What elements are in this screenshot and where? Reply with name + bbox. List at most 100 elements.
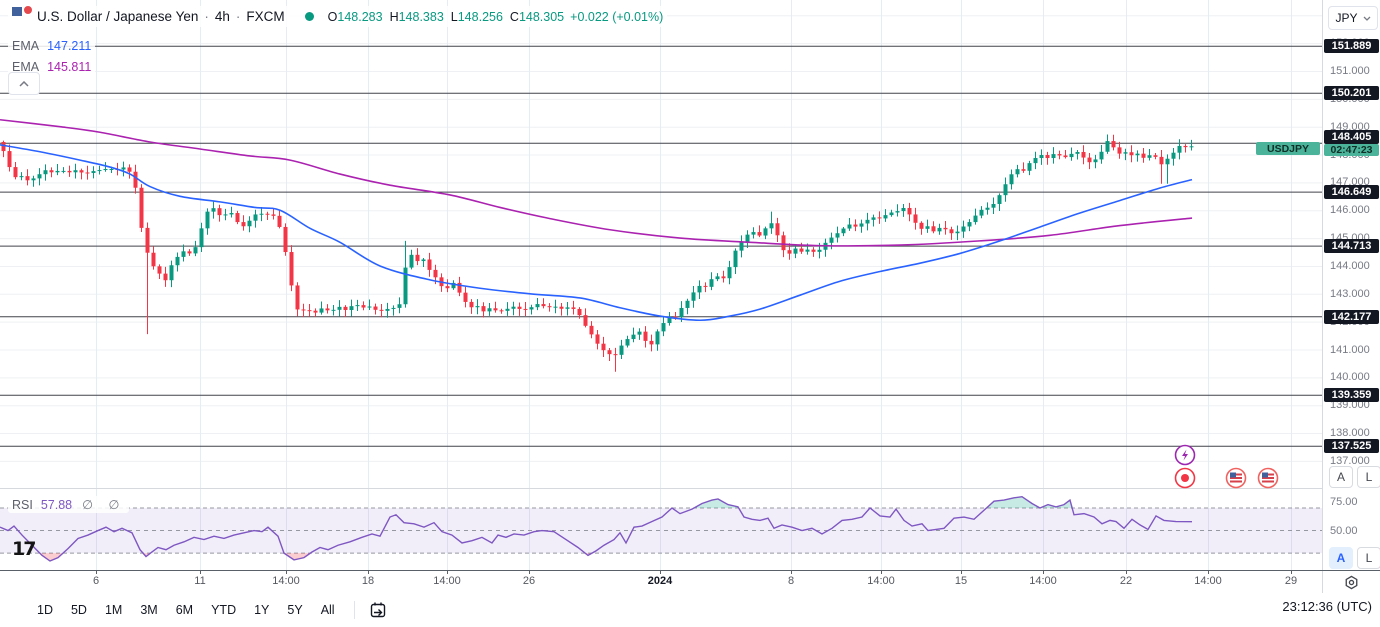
rsi-log-scale-button[interactable]: L bbox=[1357, 547, 1380, 569]
candlestick bbox=[1015, 164, 1020, 178]
toolbar-divider bbox=[353, 601, 355, 619]
candlestick bbox=[91, 166, 96, 179]
candlestick bbox=[847, 217, 852, 231]
range-button-all[interactable]: All bbox=[320, 603, 335, 617]
time-tick-mark bbox=[881, 571, 882, 574]
rsi-axis-label: 75.00 bbox=[1330, 496, 1358, 509]
range-button-5y[interactable]: 5Y bbox=[287, 603, 303, 617]
range-button-1y[interactable]: 1Y bbox=[254, 603, 270, 617]
candlestick bbox=[457, 276, 462, 297]
range-toolbar: 1D 5D 1M 3M 6M YTD 1Y 5Y All bbox=[0, 593, 1380, 627]
candlestick bbox=[463, 286, 468, 308]
time-tick-label: 22 bbox=[1119, 575, 1133, 587]
candlestick bbox=[277, 210, 282, 229]
us-flag-icon[interactable] bbox=[1225, 467, 1247, 489]
record-icon[interactable] bbox=[1174, 467, 1196, 489]
candlestick bbox=[493, 301, 498, 313]
ema-slow-legend[interactable]: EMA 145.811 bbox=[8, 59, 96, 75]
candlestick bbox=[355, 299, 360, 312]
candlestick bbox=[511, 301, 516, 316]
candlestick bbox=[139, 184, 144, 232]
candlestick bbox=[1165, 154, 1170, 184]
rsi-empty-values: ∅ ∅ bbox=[82, 498, 126, 512]
auto-scale-button[interactable]: A bbox=[1329, 466, 1353, 488]
candlestick bbox=[763, 226, 768, 240]
time-axis[interactable]: 6 11 14:00 18 14:00 26 2024 8 14:00 15 14:00 22 14:0… bbox=[0, 570, 1380, 594]
time-tick-label: 14:00 bbox=[1194, 575, 1222, 587]
candlestick bbox=[1135, 150, 1140, 162]
candlestick bbox=[1141, 147, 1146, 163]
candlestick bbox=[1087, 152, 1092, 170]
price-axis-label: 141.000 bbox=[1330, 343, 1370, 356]
time-tick-label: 6 bbox=[92, 575, 100, 587]
time-tick-mark bbox=[791, 571, 792, 574]
time-tick-mark bbox=[1043, 571, 1044, 574]
candlestick bbox=[391, 305, 396, 316]
candlestick bbox=[289, 245, 294, 292]
candlestick bbox=[151, 246, 156, 270]
candlestick bbox=[865, 212, 870, 231]
us-flag-icon[interactable] bbox=[1257, 467, 1279, 489]
candlestick bbox=[997, 193, 1002, 211]
ema-slow-value: 145.811 bbox=[47, 60, 92, 74]
currency-toggle-button[interactable]: JPY bbox=[1328, 6, 1378, 30]
candlestick bbox=[253, 209, 258, 228]
candlestick bbox=[133, 164, 138, 194]
rsi-pane-canvas[interactable] bbox=[0, 488, 1322, 570]
candlestick bbox=[409, 249, 414, 270]
log-scale-button[interactable]: L bbox=[1357, 466, 1380, 488]
time-tick-mark bbox=[660, 571, 661, 574]
pane-separator[interactable] bbox=[0, 488, 1322, 489]
candlestick bbox=[619, 339, 624, 360]
rsi-line bbox=[0, 495, 1193, 562]
range-button-1m[interactable]: 1M bbox=[104, 603, 123, 617]
ema-fast-legend[interactable]: EMA 147.211 bbox=[8, 38, 96, 54]
candlestick bbox=[205, 208, 210, 235]
candlestick bbox=[505, 302, 510, 316]
range-button-ytd[interactable]: YTD bbox=[211, 603, 237, 617]
price-level-badge: 142.177 bbox=[1324, 309, 1379, 324]
symbol-legend[interactable]: U.S. Dollar / Japanese Yen · 4h · FXCM O… bbox=[8, 5, 668, 27]
price-level-badge: 148.405 bbox=[1324, 130, 1379, 145]
price-axis[interactable]: JPY A L A L 152.000151.000150.000149.000… bbox=[1322, 0, 1380, 570]
rsi-legend[interactable]: RSI 57.88 ∅ ∅ bbox=[8, 496, 130, 513]
candlestick bbox=[1105, 134, 1110, 154]
collapse-legend-button[interactable] bbox=[8, 72, 40, 95]
range-button-5d[interactable]: 5D bbox=[70, 603, 87, 617]
range-button-6m[interactable]: 6M bbox=[175, 603, 194, 617]
range-button-3m[interactable]: 3M bbox=[140, 603, 158, 617]
candlestick bbox=[349, 299, 354, 317]
rsi-value: 57.88 bbox=[40, 497, 73, 512]
rsi-auto-scale-button[interactable]: A bbox=[1329, 547, 1353, 569]
candlestick bbox=[1021, 162, 1026, 173]
candlestick bbox=[565, 302, 570, 316]
candlestick bbox=[883, 209, 888, 222]
lightning-icon[interactable] bbox=[1174, 444, 1196, 466]
usdjpy-pair-icon bbox=[12, 5, 33, 26]
candlestick bbox=[241, 215, 246, 231]
candlestick bbox=[247, 216, 252, 233]
candlestick bbox=[145, 222, 150, 335]
axis-settings-corner[interactable] bbox=[1322, 571, 1380, 594]
separator-dot: · bbox=[204, 9, 209, 24]
ohlc-values: O148.283 H148.383 L148.256 C148.305 bbox=[327, 9, 565, 24]
candlestick bbox=[25, 169, 30, 186]
candlestick bbox=[1, 140, 6, 158]
candlestick bbox=[553, 299, 558, 314]
candlestick bbox=[787, 243, 792, 260]
candlestick bbox=[559, 303, 564, 316]
go-to-date-button[interactable] bbox=[365, 598, 391, 622]
candlestick bbox=[337, 300, 342, 317]
candlestick bbox=[925, 219, 930, 233]
time-tick-label: 14:00 bbox=[1029, 575, 1057, 587]
candlestick bbox=[877, 211, 882, 224]
price-pane-canvas[interactable] bbox=[0, 0, 1322, 488]
range-button-1d[interactable]: 1D bbox=[37, 603, 53, 617]
candlestick bbox=[55, 163, 60, 176]
candlestick bbox=[601, 336, 606, 357]
bar-countdown-label: 02:47:23 bbox=[1324, 144, 1379, 157]
candlestick bbox=[793, 245, 798, 259]
exchange-clock[interactable]: 23:12:36 (UTC) bbox=[1282, 599, 1372, 614]
ema-slow-line bbox=[0, 118, 1193, 247]
candlestick bbox=[367, 299, 372, 311]
